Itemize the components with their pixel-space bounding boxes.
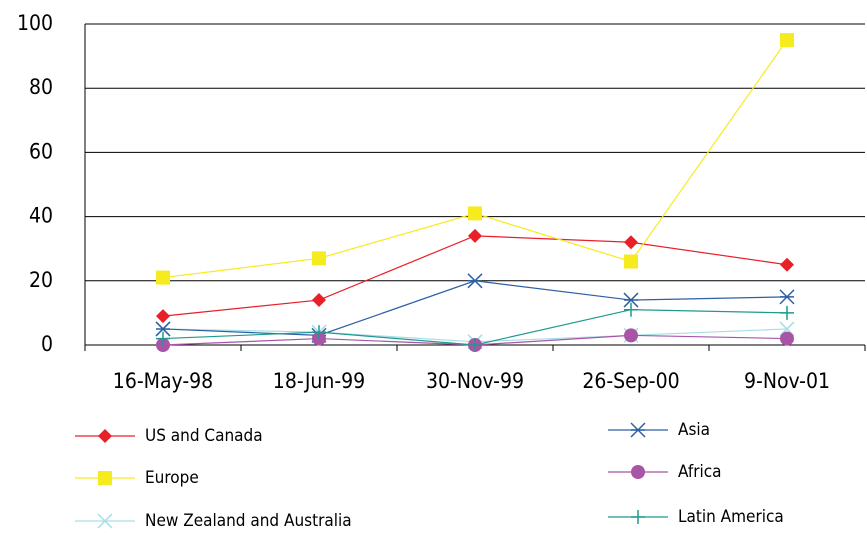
marker [156,270,170,285]
marker [98,471,112,485]
y-tick-label: 60 [29,139,53,163]
marker [97,513,113,529]
x-tick-label: 18-Jun-99 [273,369,365,393]
series-line [162,235,788,317]
marker [312,251,326,266]
marker [623,292,639,308]
marker [312,293,326,308]
x-tick-label: 30-Nov-99 [426,369,524,393]
marker [468,206,482,221]
marker [156,309,170,324]
y-tick-label: 80 [29,75,53,99]
marker [780,257,794,272]
marker [624,328,638,343]
marker [468,228,482,243]
marker [98,429,112,443]
legend-label: Africa [678,462,722,482]
series-line [162,280,788,336]
marker [780,305,794,320]
legend-label: Asia [678,420,710,440]
y-tick-label: 40 [29,204,53,228]
marker [156,331,170,346]
marker [467,273,483,289]
marker [468,338,482,352]
legend-label: New Zealand and Australia [145,511,352,531]
y-tick-label: 20 [29,268,53,292]
marker [631,510,645,524]
marker [155,321,171,337]
marker [630,422,646,438]
legend-label: US and Canada [145,426,263,446]
marker [780,33,794,48]
x-tick-label: 26-Sep-00 [582,369,679,393]
x-tick-label: 9-Nov-01 [744,369,830,393]
marker [624,302,638,317]
y-tick-label: 100 [17,11,53,35]
marker [780,331,794,346]
marker [312,325,326,340]
legend-label: Europe [145,468,199,488]
marker [631,465,645,479]
marker [779,289,795,305]
marker [624,235,638,250]
y-tick-label: 0 [41,332,53,356]
marker [624,254,638,269]
x-tick-label: 16-May-98 [113,369,213,393]
legend-label: Latin America [678,507,784,527]
